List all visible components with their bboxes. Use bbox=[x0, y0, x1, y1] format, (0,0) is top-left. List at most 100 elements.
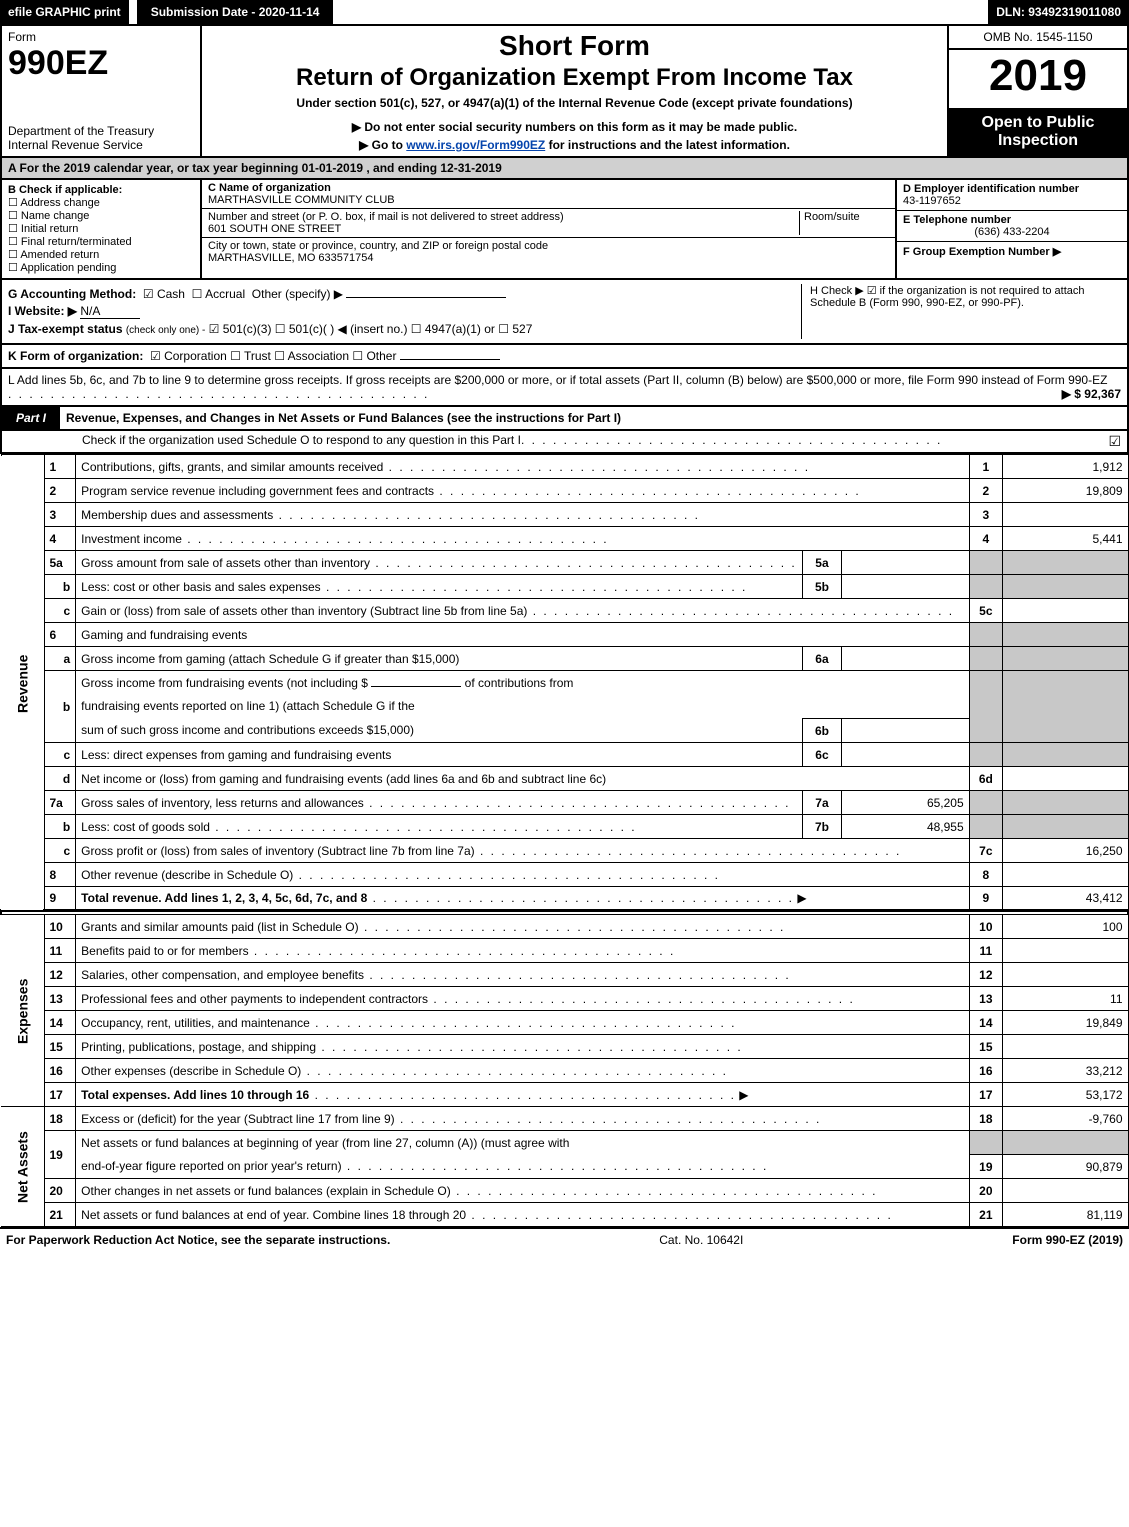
k-options[interactable]: ☑ Corporation ☐ Trust ☐ Association ☐ Ot… bbox=[150, 349, 396, 363]
g-other-input[interactable] bbox=[346, 297, 506, 298]
chk-initial-return[interactable]: Initial return bbox=[8, 222, 194, 235]
table-row: 21 Net assets or fund balances at end of… bbox=[1, 1203, 1128, 1227]
open-public-badge: Open to Public Inspection bbox=[949, 108, 1127, 156]
grey-cell bbox=[969, 791, 1002, 815]
header-left: Form 990EZ Department of the Treasury In… bbox=[2, 26, 202, 156]
ln-1-desc: Contributions, gifts, grants, and simila… bbox=[76, 455, 969, 479]
ln-3-col: 3 bbox=[969, 503, 1002, 527]
col-b-checkboxes: B Check if applicable: Address change Na… bbox=[2, 180, 202, 278]
table-row: c Gain or (loss) from sale of assets oth… bbox=[1, 599, 1128, 623]
j-options[interactable]: ☑ 501(c)(3) ☐ 501(c)( ) ◀ (insert no.) ☐… bbox=[209, 322, 533, 336]
ln-5c-num: c bbox=[44, 599, 76, 623]
part1-sub: Check if the organization used Schedule … bbox=[0, 431, 1129, 454]
table-row: Expenses 10 Grants and similar amounts p… bbox=[1, 915, 1128, 939]
ln-5c-col: 5c bbox=[969, 599, 1002, 623]
ln-2-col: 2 bbox=[969, 479, 1002, 503]
ln-6d-col: 6d bbox=[969, 767, 1002, 791]
ln-5a-num: 5a bbox=[44, 551, 76, 575]
ln-6c-il: 6c bbox=[802, 743, 842, 767]
ln-14-val: 19,849 bbox=[1003, 1011, 1128, 1035]
ln-20-desc: Other changes in net assets or fund bala… bbox=[76, 1179, 969, 1203]
grey-cell bbox=[1003, 575, 1128, 599]
ln-3-num: 3 bbox=[44, 503, 76, 527]
part1-checkbox[interactable]: ☑ bbox=[1091, 433, 1121, 450]
ln-1-num: 1 bbox=[44, 455, 76, 479]
c-name-label: C Name of organization bbox=[208, 182, 889, 194]
ln-13-col: 13 bbox=[969, 987, 1002, 1011]
ln-17-desc: Total expenses. Add lines 10 through 16 bbox=[76, 1083, 969, 1107]
chk-application-pending[interactable]: Application pending bbox=[8, 261, 194, 274]
city-label: City or town, state or province, country… bbox=[208, 240, 548, 252]
table-row: 9 Total revenue. Add lines 1, 2, 3, 4, 5… bbox=[1, 887, 1128, 911]
ln-14-col: 14 bbox=[969, 1011, 1002, 1035]
ln-19-desc2: end-of-year figure reported on prior yea… bbox=[76, 1155, 969, 1179]
ln-9-text: Total revenue. Add lines 1, 2, 3, 4, 5c,… bbox=[81, 891, 367, 905]
grey-cell bbox=[1003, 791, 1128, 815]
efile-print-button[interactable]: efile GRAPHIC print bbox=[0, 0, 131, 24]
j-label: J Tax-exempt status bbox=[8, 322, 123, 336]
ln-5a-iv bbox=[842, 551, 969, 575]
header-center: Short Form Return of Organization Exempt… bbox=[202, 26, 947, 156]
ln-7b-num: b bbox=[44, 815, 76, 839]
ln-19-num: 19 bbox=[44, 1131, 76, 1179]
table-row: 2 Program service revenue including gove… bbox=[1, 479, 1128, 503]
ln-6d-num: d bbox=[44, 767, 76, 791]
h-schedule-b: H Check ▶ ☑ if the organization is not r… bbox=[801, 284, 1121, 339]
ln-7b-iv: 48,955 bbox=[842, 815, 969, 839]
g-cash[interactable]: Cash bbox=[157, 287, 185, 301]
ln-18-num: 18 bbox=[44, 1107, 76, 1131]
ln-18-val: -9,760 bbox=[1003, 1107, 1128, 1131]
ln-10-col: 10 bbox=[969, 915, 1002, 939]
header-right: OMB No. 1545-1150 2019 Open to Public In… bbox=[947, 26, 1127, 156]
ln-12-num: 12 bbox=[44, 963, 76, 987]
g-label: G Accounting Method: bbox=[8, 287, 136, 301]
sub3-suffix: for instructions and the latest informat… bbox=[545, 138, 790, 152]
ln-20-col: 20 bbox=[969, 1179, 1002, 1203]
g-other[interactable]: Other (specify) ▶ bbox=[252, 287, 343, 301]
k-other-input[interactable] bbox=[400, 359, 500, 360]
submission-date-button[interactable]: Submission Date - 2020-11-14 bbox=[135, 0, 334, 24]
ln-13-desc: Professional fees and other payments to … bbox=[76, 987, 969, 1011]
g-accrual[interactable]: Accrual bbox=[205, 287, 245, 301]
ln-6b-blank[interactable] bbox=[371, 686, 461, 687]
grey-cell bbox=[969, 575, 1002, 599]
ln-4-desc: Investment income bbox=[76, 527, 969, 551]
chk-name-change[interactable]: Name change bbox=[8, 209, 194, 222]
footer-left: For Paperwork Reduction Act Notice, see … bbox=[6, 1233, 390, 1247]
ln-13-val: 11 bbox=[1003, 987, 1128, 1011]
ln-11-num: 11 bbox=[44, 939, 76, 963]
table-row: 5a Gross amount from sale of assets othe… bbox=[1, 551, 1128, 575]
table-row: d Net income or (loss) from gaming and f… bbox=[1, 767, 1128, 791]
ln-3-val bbox=[1003, 503, 1128, 527]
header-sub3: ▶ Go to www.irs.gov/Form990EZ for instru… bbox=[208, 138, 941, 152]
ln-8-num: 8 bbox=[44, 863, 76, 887]
d-ein-label: D Employer identification number bbox=[903, 183, 1121, 195]
ln-3-desc: Membership dues and assessments bbox=[76, 503, 969, 527]
table-row: 11 Benefits paid to or for members 11 bbox=[1, 939, 1128, 963]
street-value: 601 SOUTH ONE STREET bbox=[208, 223, 799, 235]
return-title: Return of Organization Exempt From Incom… bbox=[208, 64, 941, 92]
form-header: Form 990EZ Department of the Treasury In… bbox=[0, 26, 1129, 158]
irs-link[interactable]: www.irs.gov/Form990EZ bbox=[406, 138, 545, 152]
ln-9-col: 9 bbox=[969, 887, 1002, 911]
table-row: sum of such gross income and contributio… bbox=[1, 719, 1128, 743]
chk-address-change[interactable]: Address change bbox=[8, 196, 194, 209]
ln-5c-desc: Gain or (loss) from sale of assets other… bbox=[76, 599, 969, 623]
ln-10-desc: Grants and similar amounts paid (list in… bbox=[76, 915, 969, 939]
l-text: L Add lines 5b, 6c, and 7b to line 9 to … bbox=[8, 373, 1107, 387]
table-row: c Less: direct expenses from gaming and … bbox=[1, 743, 1128, 767]
page-footer: For Paperwork Reduction Act Notice, see … bbox=[0, 1227, 1129, 1251]
chk-amended-return[interactable]: Amended return bbox=[8, 248, 194, 261]
ln-6a-il: 6a bbox=[802, 647, 842, 671]
table-row: 4 Investment income 4 5,441 bbox=[1, 527, 1128, 551]
ln-21-num: 21 bbox=[44, 1203, 76, 1227]
table-row: 15 Printing, publications, postage, and … bbox=[1, 1035, 1128, 1059]
ln-12-val bbox=[1003, 963, 1128, 987]
grey-cell bbox=[1003, 743, 1128, 767]
j-sub: (check only one) - bbox=[126, 325, 205, 336]
chk-final-return[interactable]: Final return/terminated bbox=[8, 235, 194, 248]
ln-6b-t1b: of contributions from bbox=[465, 676, 574, 690]
line-l: L Add lines 5b, 6c, and 7b to line 9 to … bbox=[0, 369, 1129, 407]
table-row: 20 Other changes in net assets or fund b… bbox=[1, 1179, 1128, 1203]
grey-cell bbox=[969, 671, 1002, 743]
